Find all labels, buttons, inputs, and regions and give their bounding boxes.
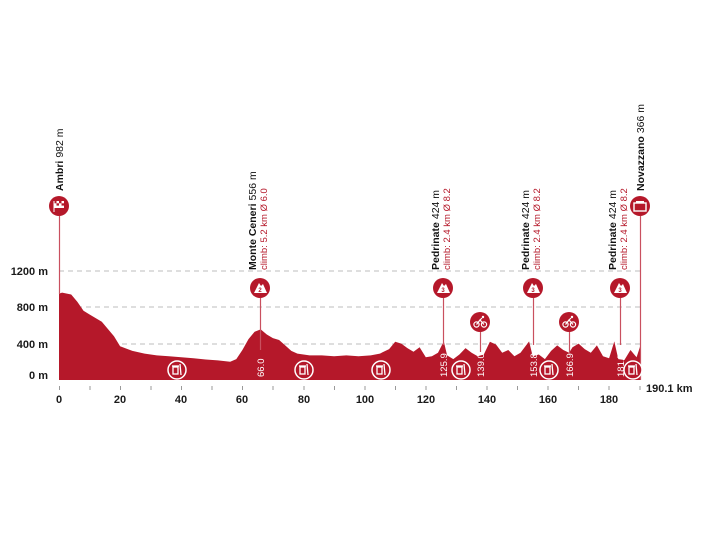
km-marker-181: 181.7 — [616, 353, 627, 377]
ped2-name: Pedrinate — [520, 222, 532, 270]
waste-zone-icon — [167, 360, 187, 380]
ambri-name: Ambri — [54, 161, 66, 191]
climb-category: 3 — [441, 288, 445, 294]
ped3-name: Pedrinate — [607, 222, 619, 270]
x-tick-100: 100 — [356, 394, 374, 406]
climb-category: 3 — [531, 288, 535, 294]
y-tick-400: 400 m — [17, 339, 48, 351]
ped1-altitude: 424 m — [430, 190, 442, 219]
km-marker-66: 66.0 — [256, 359, 267, 378]
waste-zone-icon — [451, 360, 471, 380]
novazzano-label: Novazzano 366 m — [635, 104, 647, 191]
ped2-label: Pedrinate 424 m — [520, 190, 532, 270]
ceneri-altitude: 556 m — [247, 171, 259, 200]
x-tick-40: 40 — [175, 394, 187, 406]
y-tick-1200: 1200 m — [11, 266, 49, 278]
ped3-label: Pedrinate 424 m — [607, 190, 619, 270]
x-tick-0: 0 — [56, 394, 62, 406]
elevation-profile-area — [59, 292, 640, 380]
ceneri-climb: climb: 5.2 km Ø 6.0 — [259, 188, 270, 270]
x-tick-180: 180 — [600, 394, 618, 406]
climb-cat3-icon: 3 — [610, 278, 630, 298]
ped3-altitude: 424 m — [607, 190, 619, 219]
x-tick-60: 60 — [236, 394, 248, 406]
x-tick-80: 80 — [298, 394, 310, 406]
ambri-label: Ambri 982 m — [54, 128, 66, 191]
climb-cat3-icon: 3 — [523, 278, 543, 298]
climb-category: 2 — [258, 288, 262, 294]
finish-icon — [630, 196, 650, 216]
novazzano-altitude: 366 m — [635, 104, 647, 133]
gridlines — [59, 270, 640, 345]
novazzano-name: Novazzano — [635, 136, 647, 191]
waste-zone-icon — [294, 360, 314, 380]
y-tick-800: 800 m — [17, 302, 48, 314]
km-marker-153: 153.8 — [529, 353, 540, 377]
marker-lines — [58, 216, 642, 380]
ceneri-label: Monte Ceneri 556 m — [247, 171, 259, 270]
ambri-altitude: 982 m — [54, 128, 66, 157]
climb-cat2-icon: 2 — [250, 278, 270, 298]
point-labels: Ambri 982 m Monte Ceneri 556 m climb: 5.2 … — [54, 104, 647, 270]
km-marker-166: 166.9 — [565, 353, 576, 377]
waste-zone-icon — [623, 360, 643, 380]
ceneri-name: Monte Ceneri — [247, 203, 259, 270]
climb-cat3-icon: 3 — [433, 278, 453, 298]
ped3-climb: climb: 2.4 km Ø 8.2 — [619, 188, 630, 270]
y-tick-0: 0 m — [29, 370, 48, 382]
waste-zone-icon — [539, 360, 559, 380]
bicycle-icon — [470, 312, 490, 332]
x-tick-160: 160 — [539, 394, 557, 406]
waste-zone-icons — [167, 360, 643, 380]
x-tick-20: 20 — [114, 394, 126, 406]
ped1-label: Pedrinate 424 m — [430, 190, 442, 270]
climb-category: 3 — [618, 288, 622, 294]
x-tick-140: 140 — [478, 394, 496, 406]
km-markers: 66.0 125.9 139.0 153.8 166.9 181.7 — [256, 353, 627, 377]
waste-zone-icon — [371, 360, 391, 380]
ped2-climb: climb: 2.4 km Ø 8.2 — [532, 188, 543, 270]
start-flag-icon — [49, 196, 69, 216]
bicycle-icon — [559, 312, 579, 332]
x-axis-ticks — [59, 386, 641, 390]
ped2-altitude: 424 m — [520, 190, 532, 219]
km-marker-139: 139.0 — [476, 353, 487, 377]
x-end-distance: 190.1 km — [646, 383, 693, 395]
x-axis: 0 20 40 60 80 100 120 140 160 180 190.1 … — [56, 383, 693, 406]
y-axis: 1200 m 800 m 400 m 0 m — [11, 266, 49, 382]
ped1-climb: climb: 2.4 km Ø 8.2 — [442, 188, 453, 270]
km-marker-125: 125.9 — [439, 353, 450, 377]
x-tick-120: 120 — [417, 394, 435, 406]
ped1-name: Pedrinate — [430, 222, 442, 270]
